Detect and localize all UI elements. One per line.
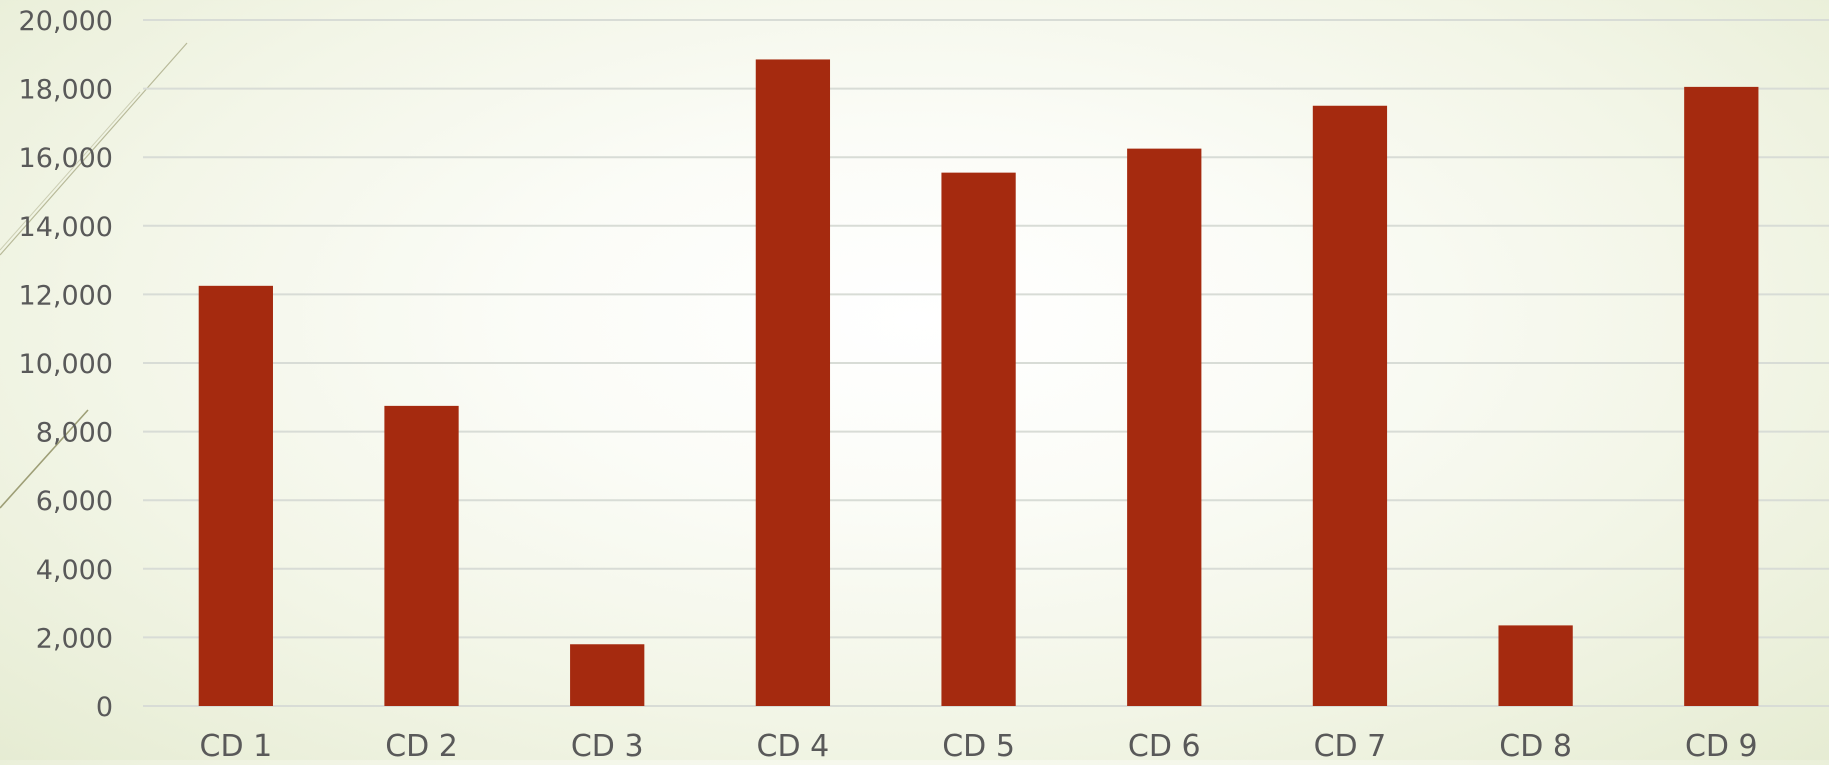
x-tick-label: CD 2 <box>385 729 458 760</box>
x-tick-label: CD 9 <box>1685 729 1758 760</box>
x-tick-label: CD 7 <box>1314 729 1387 760</box>
y-tick-label: 10,000 <box>19 349 113 380</box>
decor-line <box>0 409 89 509</box>
y-tick-label: 12,000 <box>19 280 113 311</box>
bars <box>198 59 1759 706</box>
bar <box>755 59 831 706</box>
y-tick-label: 4,000 <box>36 555 113 586</box>
x-tick-label: CD 8 <box>1499 729 1572 760</box>
x-tick-label: CD 3 <box>571 729 644 760</box>
y-tick-label: 8,000 <box>36 418 113 449</box>
x-tick-label: CD 6 <box>1128 729 1201 760</box>
x-tick-label: CD 5 <box>942 729 1015 760</box>
decorative-lines <box>0 42 188 509</box>
bar <box>1684 86 1759 706</box>
decor-line <box>0 42 188 256</box>
y-axis-ticks: 0 2,000 4,000 6,000 8,000 10,000 12,000 14,000 1… <box>19 6 113 723</box>
bar <box>1127 148 1202 706</box>
bar <box>1312 105 1388 706</box>
bar <box>570 644 645 706</box>
y-tick-label: 6,000 <box>36 486 113 517</box>
bar <box>941 172 1016 706</box>
y-tick-label: 20,000 <box>19 6 113 37</box>
y-tick-label: 18,000 <box>19 75 113 106</box>
y-tick-label: 16,000 <box>19 143 113 174</box>
y-tick-label: 14,000 <box>19 212 113 243</box>
x-axis-ticks: CD 1 CD 2 CD 3 CD 4 CD 5 CD 6 CD 7 CD 8 CD 9 <box>200 729 1758 764</box>
decor-line <box>0 91 141 251</box>
x-tick-label: CD 1 <box>200 729 273 760</box>
bar <box>384 405 459 706</box>
bar <box>198 285 273 706</box>
y-tick-label: 0 <box>96 692 113 723</box>
x-tick-label: CD 4 <box>757 729 830 760</box>
bar <box>1498 625 1573 706</box>
y-tick-label: 2,000 <box>36 623 113 654</box>
